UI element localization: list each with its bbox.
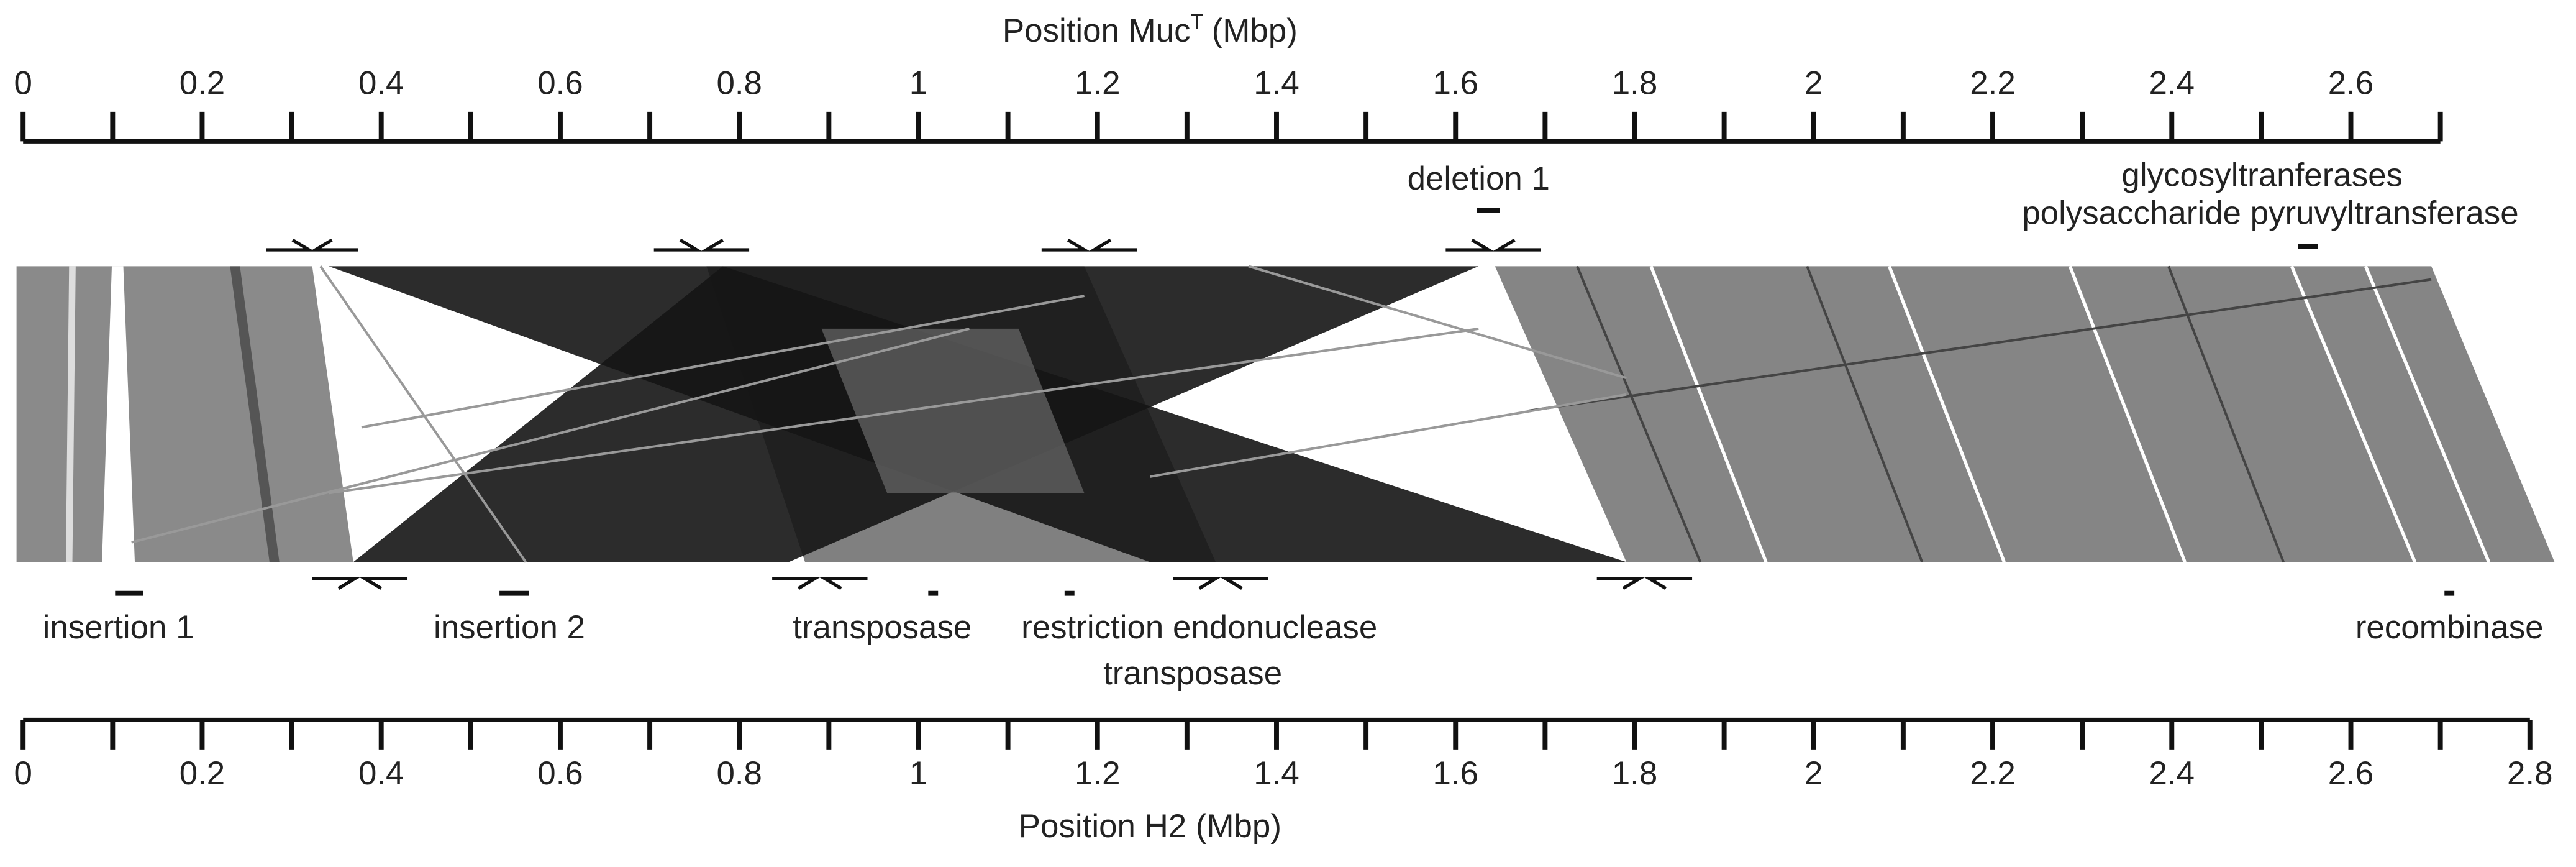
tick-label: 2 <box>1805 65 1823 101</box>
tick-label: 1 <box>909 755 927 792</box>
feature-dashes <box>115 208 2455 596</box>
title-superscript: T <box>1191 10 1204 34</box>
tick-label: 2.8 <box>2507 755 2553 792</box>
annotation: deletion 1 <box>1408 160 1550 197</box>
title-unit: (Mbp) <box>1212 12 1298 49</box>
bottom-axis-title: Position H2 (Mbp) <box>1019 808 1281 845</box>
tick-label: 0.8 <box>716 65 762 101</box>
annotation: transposase <box>1103 655 1282 692</box>
tick-label: 1 <box>909 65 927 101</box>
title-text: Position Muc <box>1003 12 1191 49</box>
tick-label: 1.2 <box>1075 65 1121 101</box>
tick-label: 2.2 <box>1970 65 2016 101</box>
tick-label: 1.6 <box>1432 65 1478 101</box>
annotation: recombinase <box>2355 609 2544 646</box>
tick-label: 0 <box>14 755 32 792</box>
tick-label: 0.6 <box>537 65 583 101</box>
tick-label: 0.8 <box>716 755 762 792</box>
tick-label: 2.6 <box>2328 65 2374 101</box>
tick-label: 2 <box>1805 755 1823 792</box>
tick-label: 0.6 <box>537 755 583 792</box>
tick-label: 0 <box>14 65 32 101</box>
tick-label: 0.4 <box>358 65 404 101</box>
tick-label: 2.4 <box>2149 65 2195 101</box>
top-axis-title: Position MucT (Mbp) <box>1003 10 1298 49</box>
tick-label: 2.4 <box>2149 755 2195 792</box>
tick-label: 1.2 <box>1075 755 1121 792</box>
annotation: insertion 1 <box>43 609 194 646</box>
breakpoint-arrows <box>266 238 1693 590</box>
tick-label: 2.2 <box>1970 755 2016 792</box>
tick-label: 1.8 <box>1612 755 1658 792</box>
tick-label: 1.4 <box>1254 755 1299 792</box>
annotation: restriction endonuclease <box>1021 609 1377 646</box>
tick-label: 1.6 <box>1432 755 1478 792</box>
tick-label: 1.8 <box>1612 65 1658 101</box>
annotation: polysaccharide pyruvyltransferase <box>2022 195 2518 231</box>
annotation: glycosyltranferases <box>2121 157 2403 194</box>
alignment-band <box>16 265 2555 563</box>
tick-label: 1.4 <box>1254 65 1299 101</box>
tick-label: 0.4 <box>358 755 404 792</box>
tick-label: 0.2 <box>180 755 225 792</box>
tick-label: 0.2 <box>180 65 225 101</box>
annotation: insertion 2 <box>434 609 585 646</box>
tick-label: 2.6 <box>2328 755 2374 792</box>
annotation: transposase <box>793 609 972 646</box>
